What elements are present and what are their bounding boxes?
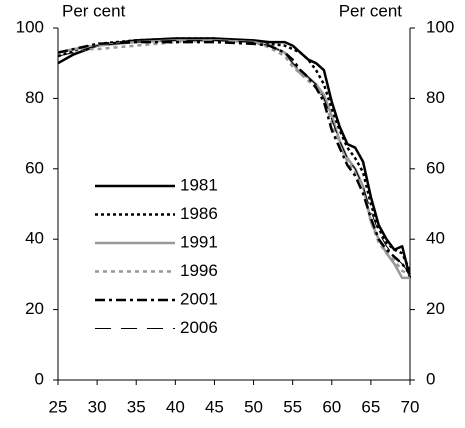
x-tick-label: 60	[322, 397, 341, 416]
y2-axis-label: Per cent	[339, 1, 403, 20]
legend-label: 2006	[180, 318, 218, 337]
x-tick-label: 40	[166, 397, 185, 416]
x-tick-label: 25	[49, 397, 68, 416]
legend-label: 2001	[180, 289, 218, 308]
y-tick-label: 60	[25, 158, 44, 177]
y2-tick-label: 60	[426, 158, 445, 177]
y-tick-label: 40	[25, 229, 44, 248]
x-tick-label: 50	[244, 397, 263, 416]
y-tick-label: 80	[25, 88, 44, 107]
y-tick-label: 0	[35, 369, 44, 388]
y2-tick-label: 100	[426, 17, 454, 36]
x-tick-label: 35	[127, 397, 146, 416]
y2-tick-label: 80	[426, 88, 445, 107]
series-line	[57, 39, 411, 275]
y2-tick-label: 20	[426, 299, 445, 318]
y-tick-label: 20	[25, 299, 44, 318]
y-axis-label: Per cent	[62, 1, 126, 20]
series-line	[57, 37, 412, 272]
x-tick-label: 45	[205, 397, 224, 416]
y2-tick-label: 0	[426, 369, 435, 388]
series-line	[57, 40, 412, 276]
x-tick-label: 70	[401, 397, 420, 416]
y-tick-label: 100	[16, 17, 44, 36]
y2-tick-label: 40	[426, 229, 445, 248]
x-tick-label: 65	[361, 397, 380, 416]
legend-label: 1991	[180, 232, 218, 251]
x-tick-label: 30	[88, 397, 107, 416]
legend-label: 1996	[180, 261, 218, 280]
series-line	[57, 39, 411, 276]
legend-label: 1981	[180, 175, 218, 194]
x-tick-label: 55	[283, 397, 302, 416]
legend-label: 1986	[180, 204, 218, 223]
